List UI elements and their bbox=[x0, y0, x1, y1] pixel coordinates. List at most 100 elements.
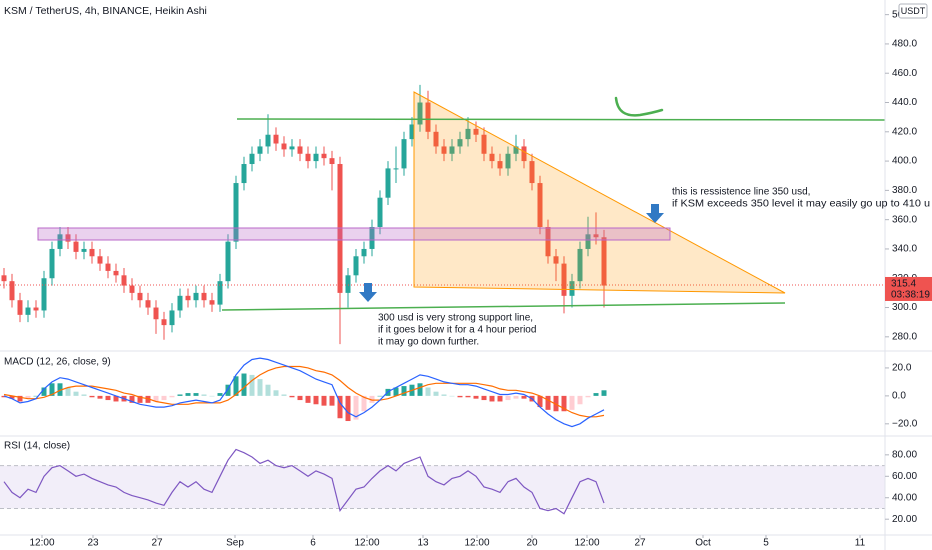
candle-body bbox=[393, 168, 399, 170]
candle-body bbox=[433, 131, 439, 147]
y-tick-label: −20.0 bbox=[892, 418, 918, 429]
histogram-bar bbox=[201, 394, 207, 396]
histogram-bar bbox=[465, 395, 471, 398]
candle-body bbox=[409, 124, 415, 140]
histogram-bar bbox=[401, 386, 407, 396]
candle-body bbox=[289, 146, 295, 150]
histogram-bar bbox=[225, 384, 231, 396]
y-tick-label: 60.00 bbox=[892, 471, 917, 482]
y-tick-label: 380.0 bbox=[892, 185, 917, 196]
brush-stroke bbox=[614, 96, 664, 117]
rsi-title: RSI (14, close) bbox=[4, 441, 70, 452]
y-tick-label: 400.0 bbox=[892, 156, 917, 167]
candle-body bbox=[417, 102, 423, 125]
y-tick-label: 300.0 bbox=[892, 302, 917, 313]
candle-body bbox=[521, 146, 527, 162]
histogram-bar bbox=[265, 384, 271, 396]
candle-body bbox=[601, 237, 607, 286]
histogram-bar bbox=[57, 383, 63, 396]
histogram-bar bbox=[217, 393, 223, 396]
candle-body bbox=[593, 234, 599, 238]
rsi-band bbox=[0, 465, 885, 509]
candle-body bbox=[449, 146, 455, 154]
y-tick-label: 0.0 bbox=[892, 391, 906, 402]
candle-body bbox=[73, 241, 79, 252]
signal-line bbox=[3, 365, 605, 418]
histogram-bar bbox=[313, 395, 319, 405]
candle-body bbox=[465, 128, 471, 140]
candle-body bbox=[561, 263, 567, 296]
histogram-bar bbox=[161, 395, 167, 401]
candle-body bbox=[577, 248, 583, 282]
candle-body bbox=[201, 292, 207, 301]
candle-body bbox=[313, 153, 319, 162]
histogram-bar bbox=[433, 391, 439, 396]
histogram-bar bbox=[33, 395, 39, 397]
y-tick-label: 20.00 bbox=[892, 514, 917, 525]
candle-body bbox=[361, 248, 367, 257]
histogram-bar bbox=[457, 395, 463, 398]
candle-body bbox=[121, 275, 127, 286]
histogram-bar bbox=[89, 395, 95, 398]
candle-body bbox=[1, 275, 7, 282]
candle-body bbox=[377, 197, 383, 227]
macd-pane bbox=[1, 357, 607, 428]
y-tick-label: 20.0 bbox=[892, 363, 912, 374]
histogram-bar bbox=[377, 395, 383, 397]
candle-body bbox=[297, 146, 303, 154]
histogram-bar bbox=[305, 395, 311, 403]
histogram-bar bbox=[113, 395, 119, 402]
candle-body bbox=[569, 281, 575, 296]
histogram-bar bbox=[417, 383, 423, 396]
histogram-bar bbox=[49, 383, 55, 396]
y-tick-label: 420.0 bbox=[892, 126, 917, 137]
histogram-bar bbox=[169, 395, 175, 398]
histogram-bar bbox=[233, 376, 239, 396]
candle-body bbox=[545, 226, 551, 257]
histogram-bar bbox=[329, 395, 335, 406]
histogram-bar bbox=[441, 394, 447, 396]
histogram-bar bbox=[321, 395, 327, 406]
histogram-bar bbox=[25, 395, 31, 399]
currency-badge[interactable] bbox=[898, 3, 928, 19]
annotation-text: if KSM exceeds 350 level it may easily g… bbox=[672, 199, 930, 210]
histogram-bar bbox=[505, 395, 511, 401]
candle-body bbox=[265, 134, 271, 147]
candle-body bbox=[49, 248, 55, 279]
candle-body bbox=[89, 248, 95, 257]
annotation-text: it may go down further. bbox=[378, 337, 479, 348]
histogram-bar bbox=[289, 395, 295, 398]
candle-body bbox=[305, 153, 311, 162]
candle-body bbox=[217, 281, 223, 305]
histogram-bar bbox=[65, 387, 71, 396]
candle-body bbox=[273, 134, 279, 144]
candle-body bbox=[505, 153, 511, 169]
histogram-bar bbox=[209, 395, 215, 397]
candle-body bbox=[105, 263, 111, 271]
candle-body bbox=[241, 164, 247, 184]
histogram-bar bbox=[81, 394, 87, 396]
histogram-bar bbox=[481, 395, 487, 401]
candle-body bbox=[81, 248, 87, 252]
candle-body bbox=[41, 278, 47, 311]
histogram-bar bbox=[425, 387, 431, 396]
axes: 280.0300.0320.0340.0360.0380.0400.0420.0… bbox=[29, 9, 932, 549]
histogram-bar bbox=[601, 390, 607, 396]
candle-body bbox=[281, 143, 287, 150]
candle-body bbox=[585, 234, 591, 249]
histogram-bar bbox=[153, 395, 159, 402]
histogram-bar bbox=[593, 393, 599, 396]
x-tick-label: 27 bbox=[151, 538, 163, 549]
histogram-bar bbox=[1, 395, 7, 398]
candle-body bbox=[113, 270, 119, 276]
support-line bbox=[221, 302, 786, 311]
annotation-text: this is ressistence line 350 usd, bbox=[672, 187, 810, 198]
candle-body bbox=[257, 146, 263, 154]
histogram-bar bbox=[9, 395, 15, 399]
arrow-down bbox=[359, 283, 377, 302]
candle-body bbox=[529, 161, 535, 184]
x-tick-label: 13 bbox=[417, 538, 429, 549]
annotation-text: 300 usd is very strong support line, bbox=[378, 313, 533, 324]
histogram-bar bbox=[105, 395, 111, 401]
candle-body bbox=[185, 295, 191, 301]
